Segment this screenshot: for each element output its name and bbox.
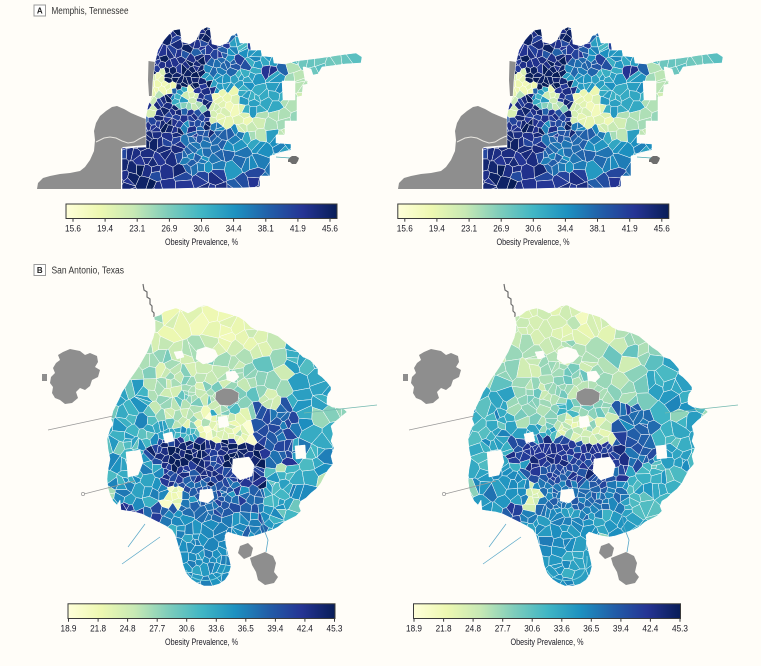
svg-text:34.4: 34.4 bbox=[557, 224, 573, 234]
svg-text:18.9: 18.9 bbox=[61, 624, 77, 634]
svg-text:San Antonio, Texas: San Antonio, Texas bbox=[52, 266, 125, 277]
svg-text:38.1: 38.1 bbox=[258, 224, 274, 234]
svg-text:41.9: 41.9 bbox=[622, 224, 638, 234]
svg-text:30.6: 30.6 bbox=[194, 224, 210, 234]
svg-text:36.5: 36.5 bbox=[583, 624, 599, 634]
svg-text:19.4: 19.4 bbox=[429, 224, 445, 234]
svg-text:B: B bbox=[37, 266, 43, 275]
svg-text:21.8: 21.8 bbox=[90, 624, 106, 634]
svg-text:30.6: 30.6 bbox=[525, 224, 541, 234]
svg-text:23.1: 23.1 bbox=[461, 224, 477, 234]
svg-text:23.1: 23.1 bbox=[129, 224, 145, 234]
svg-text:24.8: 24.8 bbox=[120, 624, 136, 634]
svg-text:33.6: 33.6 bbox=[554, 624, 570, 634]
svg-text:30.6: 30.6 bbox=[524, 624, 540, 634]
svg-text:45.3: 45.3 bbox=[672, 624, 688, 634]
svg-text:Obesity Prevalence, %: Obesity Prevalence, % bbox=[165, 637, 238, 647]
svg-text:45.3: 45.3 bbox=[327, 624, 343, 634]
svg-text:27.7: 27.7 bbox=[149, 624, 165, 634]
svg-text:15.6: 15.6 bbox=[397, 224, 413, 234]
svg-text:26.9: 26.9 bbox=[493, 224, 509, 234]
svg-text:42.4: 42.4 bbox=[297, 624, 313, 634]
svg-text:39.4: 39.4 bbox=[267, 624, 283, 634]
svg-text:30.6: 30.6 bbox=[179, 624, 195, 634]
svg-text:41.9: 41.9 bbox=[290, 224, 306, 234]
svg-text:21.8: 21.8 bbox=[436, 624, 452, 634]
svg-text:Obesity Prevalence, %: Obesity Prevalence, % bbox=[497, 237, 570, 247]
svg-text:18.9: 18.9 bbox=[406, 624, 422, 634]
svg-text:45.6: 45.6 bbox=[654, 224, 670, 234]
svg-text:27.7: 27.7 bbox=[495, 624, 511, 634]
svg-text:24.8: 24.8 bbox=[465, 624, 481, 634]
svg-text:34.4: 34.4 bbox=[226, 224, 242, 234]
svg-text:39.4: 39.4 bbox=[613, 624, 629, 634]
svg-text:19.4: 19.4 bbox=[97, 224, 113, 234]
svg-text:45.6: 45.6 bbox=[322, 224, 338, 234]
svg-text:Obesity Prevalence, %: Obesity Prevalence, % bbox=[511, 637, 584, 647]
svg-text:36.5: 36.5 bbox=[238, 624, 254, 634]
svg-text:A: A bbox=[37, 7, 43, 16]
svg-text:Obesity Prevalence, %: Obesity Prevalence, % bbox=[165, 237, 238, 247]
svg-text:26.9: 26.9 bbox=[161, 224, 177, 234]
svg-text:Memphis, Tennessee: Memphis, Tennessee bbox=[52, 6, 129, 17]
svg-text:42.4: 42.4 bbox=[642, 624, 658, 634]
svg-text:15.6: 15.6 bbox=[65, 224, 81, 234]
svg-text:33.6: 33.6 bbox=[208, 624, 224, 634]
svg-text:38.1: 38.1 bbox=[590, 224, 606, 234]
